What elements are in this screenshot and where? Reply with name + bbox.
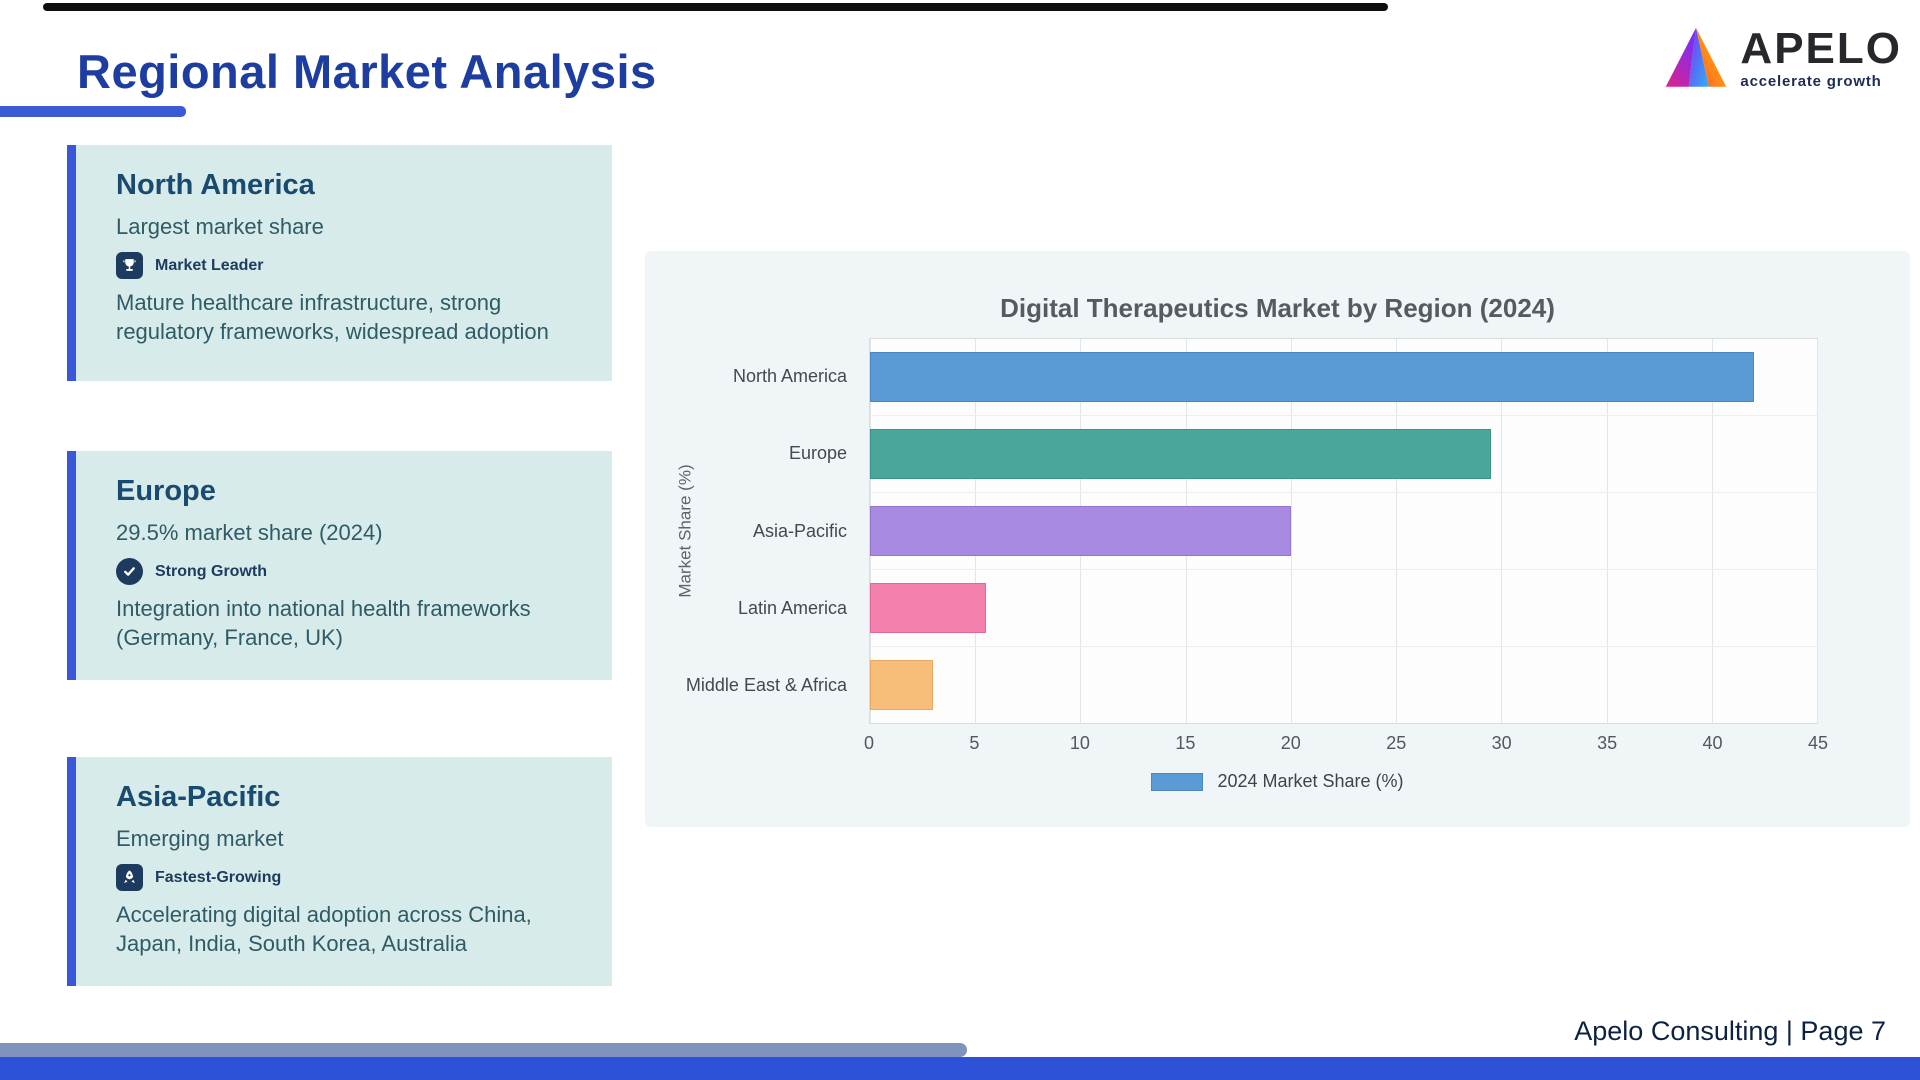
- badge-label: Market Leader: [155, 256, 264, 274]
- gridline: [1396, 339, 1398, 723]
- category-label: Europe: [788, 443, 847, 464]
- chart-panel: Digital Therapeutics Market by Region (2…: [645, 251, 1910, 827]
- trophy-icon: [116, 252, 143, 279]
- x-ticks: 0 5 10 15 20 25 30 35 40 45: [864, 733, 1828, 759]
- bar-latin-america: [870, 583, 986, 633]
- badge-label: Fastest-Growing: [155, 868, 282, 886]
- footer-page-info: Apelo Consulting | Page 7: [1574, 1016, 1886, 1046]
- card-description: Mature healthcare infrastructure, strong…: [116, 290, 549, 344]
- category-label: Asia-Pacific: [752, 520, 847, 541]
- x-tick-label: 45: [1807, 733, 1829, 753]
- gridline: [1817, 339, 1818, 723]
- card-title: North America: [116, 169, 315, 201]
- bar-asia-pacific: [870, 506, 1291, 556]
- legend-swatch: [1151, 772, 1204, 791]
- bottom-royal-bar: [0, 1057, 1920, 1080]
- category-labels: North America Europe Asia-Pacific Latin Ame…: [645, 338, 859, 724]
- badge-row: Fastest-Growing: [116, 864, 584, 891]
- logo-tagline: accelerate growth: [1740, 72, 1882, 90]
- badge-label: Strong Growth: [155, 562, 267, 580]
- x-tick-label: 20: [1280, 733, 1301, 753]
- card-title: Asia-Pacific: [116, 781, 281, 813]
- gridline: [1501, 339, 1503, 723]
- bar-row: [870, 493, 1817, 570]
- x-tick-label: 35: [1597, 733, 1618, 753]
- info-card-europe: Europe 29.5% market share (2024) Strong …: [67, 451, 612, 681]
- x-tick-label: 25: [1386, 733, 1407, 753]
- plot-area: [869, 338, 1818, 724]
- bar-row: [870, 339, 1817, 416]
- rocket-icon: [116, 864, 143, 891]
- gridline: [1606, 339, 1608, 723]
- x-tick-label: 15: [1175, 733, 1196, 753]
- chart-title: Digital Therapeutics Market by Region (2…: [1000, 293, 1555, 323]
- x-tick-label: 30: [1491, 733, 1512, 753]
- bar-europe: [870, 429, 1491, 479]
- badge-row: Strong Growth: [116, 558, 584, 585]
- page-title: Regional Market Analysis: [77, 45, 657, 98]
- title-accent-bar: [0, 106, 186, 117]
- logo-brand-text: APELO: [1740, 23, 1902, 73]
- card-description: Accelerating digital adoption across Chi…: [116, 902, 532, 956]
- x-tick-label: 5: [969, 733, 980, 753]
- x-tick-label: 10: [1069, 733, 1090, 753]
- card-subtitle: 29.5% market share (2024): [116, 520, 383, 545]
- category-label: North America: [732, 366, 847, 387]
- x-tick-label: 40: [1702, 733, 1723, 753]
- card-subtitle: Largest market share: [116, 214, 324, 239]
- info-card-asia-pacific: Asia-Pacific Emerging market Fastest-Gro…: [67, 757, 612, 987]
- top-accent-strip: [43, 3, 1388, 11]
- badge-row: Market Leader: [116, 252, 584, 279]
- chart-legend: 2024 Market Share (%): [645, 771, 1910, 792]
- logo-triangle-icon: [1666, 27, 1727, 87]
- category-label: Latin America: [737, 597, 847, 618]
- gridline: [1711, 339, 1713, 723]
- gridline: [1290, 339, 1292, 723]
- bar-middle-east-africa: [870, 660, 934, 710]
- bar-north-america: [870, 352, 1754, 402]
- check-seal-icon: [116, 558, 143, 585]
- card-description: Integration into national health framewo…: [116, 596, 531, 650]
- company-logo: APELO accelerate growth: [1660, 20, 1902, 96]
- bottom-slate-bar: [0, 1043, 967, 1057]
- bar-row: [870, 647, 1817, 723]
- category-label: Middle East & Africa: [685, 674, 847, 695]
- legend-label: 2024 Market Share (%): [1217, 771, 1404, 791]
- card-title: Europe: [116, 475, 216, 507]
- bar-row: [870, 570, 1817, 647]
- info-card-north-america: North America Largest market share Marke…: [67, 145, 612, 381]
- x-tick-label: 0: [863, 733, 875, 753]
- bar-row: [870, 416, 1817, 493]
- card-subtitle: Emerging market: [116, 826, 284, 851]
